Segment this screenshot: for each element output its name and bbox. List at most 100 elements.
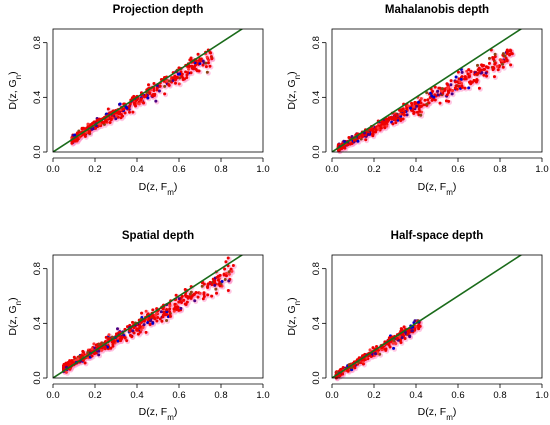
y-axis-label: D(z, Gn) bbox=[286, 71, 302, 109]
data-point bbox=[432, 95, 436, 99]
x-tick-label: 0.0 bbox=[325, 390, 338, 401]
data-point bbox=[402, 110, 406, 114]
data-point bbox=[467, 86, 471, 90]
data-point bbox=[184, 70, 188, 74]
data-point bbox=[155, 88, 159, 92]
data-point bbox=[401, 117, 405, 121]
data-point bbox=[496, 68, 500, 72]
data-point bbox=[392, 115, 396, 119]
data-point bbox=[418, 104, 422, 108]
data-point bbox=[458, 80, 462, 84]
data-point bbox=[142, 101, 146, 105]
y-tick-label: 0.4 bbox=[311, 91, 322, 104]
data-point bbox=[114, 117, 118, 121]
data-point bbox=[449, 79, 453, 83]
data-point bbox=[118, 339, 122, 343]
data-point bbox=[168, 310, 172, 314]
data-point bbox=[100, 348, 104, 352]
plot-frame bbox=[52, 254, 264, 379]
data-point bbox=[110, 335, 114, 339]
data-point bbox=[107, 337, 111, 341]
data-point bbox=[125, 106, 129, 110]
panel-title: Mahalanobis depth bbox=[385, 4, 489, 16]
data-point bbox=[418, 109, 422, 113]
data-point bbox=[454, 80, 458, 84]
data-point bbox=[208, 280, 212, 284]
data-point bbox=[206, 286, 210, 290]
data-point bbox=[375, 345, 379, 349]
data-point bbox=[357, 135, 361, 139]
data-point bbox=[141, 326, 145, 330]
data-point bbox=[391, 122, 395, 126]
data-point bbox=[88, 130, 92, 134]
y-axis-label: D(z, Gn) bbox=[286, 297, 302, 335]
data-point bbox=[188, 64, 192, 68]
data-point bbox=[450, 88, 454, 92]
data-point bbox=[190, 294, 194, 298]
data-point bbox=[223, 278, 227, 282]
data-point bbox=[482, 68, 486, 72]
scatter-panel: Mahalanobis depth 0.0 0.2 0.4 0.6 0.8 1.0 0.0 0.… bbox=[286, 4, 549, 197]
data-point bbox=[173, 302, 177, 306]
data-point bbox=[133, 101, 137, 105]
data-point bbox=[167, 79, 171, 83]
y-tick-label: 0.0 bbox=[311, 371, 322, 384]
data-point bbox=[97, 342, 101, 346]
panel-title: Half-space depth bbox=[391, 230, 484, 242]
data-point bbox=[223, 267, 227, 271]
data-point bbox=[72, 355, 76, 359]
data-point bbox=[376, 126, 380, 130]
x-tick-label: 0.2 bbox=[88, 390, 101, 401]
data-point bbox=[161, 307, 165, 311]
data-point bbox=[171, 79, 175, 83]
data-point bbox=[338, 374, 342, 378]
data-point bbox=[395, 336, 399, 340]
data-point bbox=[419, 101, 423, 105]
data-point bbox=[90, 127, 94, 131]
data-point bbox=[175, 307, 179, 311]
data-point bbox=[135, 328, 139, 332]
data-point bbox=[208, 64, 212, 68]
data-point bbox=[187, 67, 191, 71]
data-point bbox=[409, 106, 413, 110]
data-point bbox=[168, 314, 172, 318]
data-point bbox=[419, 113, 423, 117]
data-point bbox=[148, 92, 152, 96]
data-point bbox=[168, 307, 172, 311]
data-point bbox=[356, 139, 360, 143]
y-tick-label: 0.4 bbox=[32, 91, 43, 104]
data-point bbox=[128, 110, 132, 114]
data-point bbox=[119, 336, 123, 340]
data-point bbox=[156, 315, 160, 319]
data-point bbox=[97, 353, 101, 357]
data-point bbox=[90, 354, 94, 358]
data-point bbox=[491, 65, 495, 69]
data-point bbox=[438, 86, 442, 90]
x-tick-label: 0.8 bbox=[493, 164, 506, 175]
data-point bbox=[64, 370, 68, 374]
data-point bbox=[464, 77, 468, 81]
data-point bbox=[359, 133, 363, 137]
data-point bbox=[104, 335, 108, 339]
data-point bbox=[408, 335, 412, 339]
data-point bbox=[198, 291, 202, 295]
data-point bbox=[73, 139, 77, 143]
data-point bbox=[116, 327, 120, 331]
data-point bbox=[154, 313, 158, 317]
y-tick-label: 0.8 bbox=[311, 262, 322, 275]
data-point bbox=[76, 357, 80, 361]
data-point bbox=[175, 75, 179, 79]
data-point bbox=[371, 128, 375, 132]
data-point bbox=[137, 102, 141, 106]
data-point bbox=[196, 295, 200, 299]
identity-reference-line bbox=[332, 29, 523, 152]
panel-title: Projection depth bbox=[113, 4, 204, 16]
data-point bbox=[467, 68, 471, 72]
x-tick-label: 0.2 bbox=[367, 390, 380, 401]
plot-frame bbox=[52, 28, 264, 153]
data-point bbox=[188, 292, 192, 296]
data-point bbox=[179, 306, 183, 310]
data-point bbox=[94, 126, 98, 130]
data-point bbox=[450, 92, 454, 96]
